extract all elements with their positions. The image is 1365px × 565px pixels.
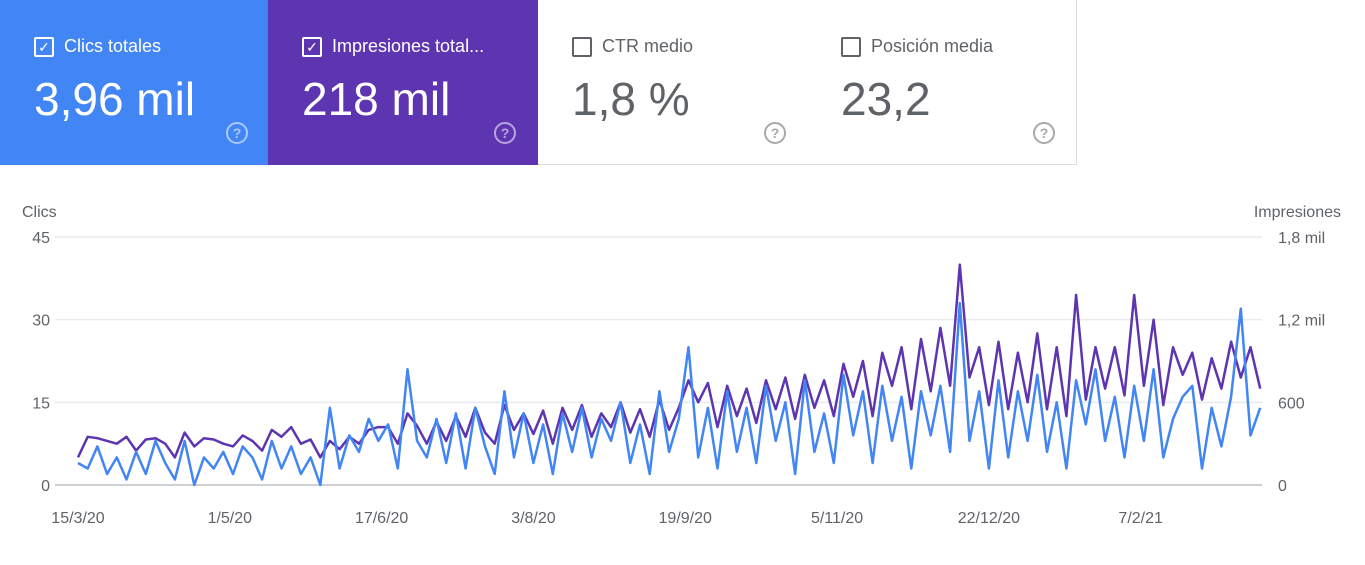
left-tick-label: 15 bbox=[32, 395, 50, 412]
help-icon[interactable]: ? bbox=[764, 122, 786, 144]
left-tick-label: 0 bbox=[41, 478, 50, 495]
card-average-position[interactable]: Posición media 23,2 ? bbox=[807, 0, 1077, 165]
right-tick-label: 1,2 mil bbox=[1278, 313, 1325, 330]
card-average-ctr[interactable]: CTR medio 1,8 % ? bbox=[538, 0, 808, 165]
card-label: Clics totales bbox=[64, 36, 162, 56]
card-label: Posición media bbox=[871, 36, 994, 56]
card-value: 23,2 bbox=[841, 73, 931, 125]
card-value: 218 mil bbox=[302, 73, 451, 125]
left-tick-label: 30 bbox=[32, 313, 50, 330]
right-tick-label: 0 bbox=[1278, 478, 1287, 495]
x-tick-label: 1/5/20 bbox=[208, 510, 253, 527]
help-icon[interactable]: ? bbox=[1033, 122, 1055, 144]
right-tick-label: 600 bbox=[1278, 395, 1305, 412]
card-label: Impresiones total... bbox=[332, 36, 485, 56]
x-tick-label: 3/8/20 bbox=[511, 510, 556, 527]
series-line-impresiones bbox=[76, 263, 1262, 459]
help-icon[interactable]: ? bbox=[494, 122, 516, 144]
checkbox-unchecked-icon[interactable] bbox=[572, 36, 592, 57]
checkbox-checked-icon[interactable]: ✓ bbox=[34, 36, 54, 57]
card-total-clicks[interactable]: ✓ Clics totales 3,96 mil ? bbox=[0, 0, 270, 165]
left-tick-label: 45 bbox=[32, 230, 50, 247]
card-label: CTR medio bbox=[602, 36, 694, 56]
series-line-clics bbox=[77, 301, 1262, 487]
help-icon[interactable]: ? bbox=[226, 122, 248, 144]
x-tick-label: 7/2/21 bbox=[1118, 510, 1163, 527]
x-tick-label: 22/12/20 bbox=[958, 510, 1020, 527]
x-tick-label: 15/3/20 bbox=[51, 510, 104, 527]
x-tick-label: 19/9/20 bbox=[659, 510, 712, 527]
checkbox-unchecked-icon[interactable] bbox=[841, 36, 861, 57]
x-tick-label: 5/11/20 bbox=[811, 510, 863, 527]
right-axis-label: Impresiones bbox=[1254, 204, 1341, 221]
right-tick-label: 1,8 mil bbox=[1278, 230, 1325, 247]
card-value: 1,8 % bbox=[572, 73, 690, 125]
card-value: 3,96 mil bbox=[34, 73, 196, 125]
card-total-impressions[interactable]: ✓ Impresiones total... 218 mil ? bbox=[268, 0, 538, 165]
checkbox-checked-icon[interactable]: ✓ bbox=[302, 36, 322, 57]
x-tick-label: 17/6/20 bbox=[355, 510, 408, 527]
left-axis-label: Clics bbox=[22, 204, 57, 221]
